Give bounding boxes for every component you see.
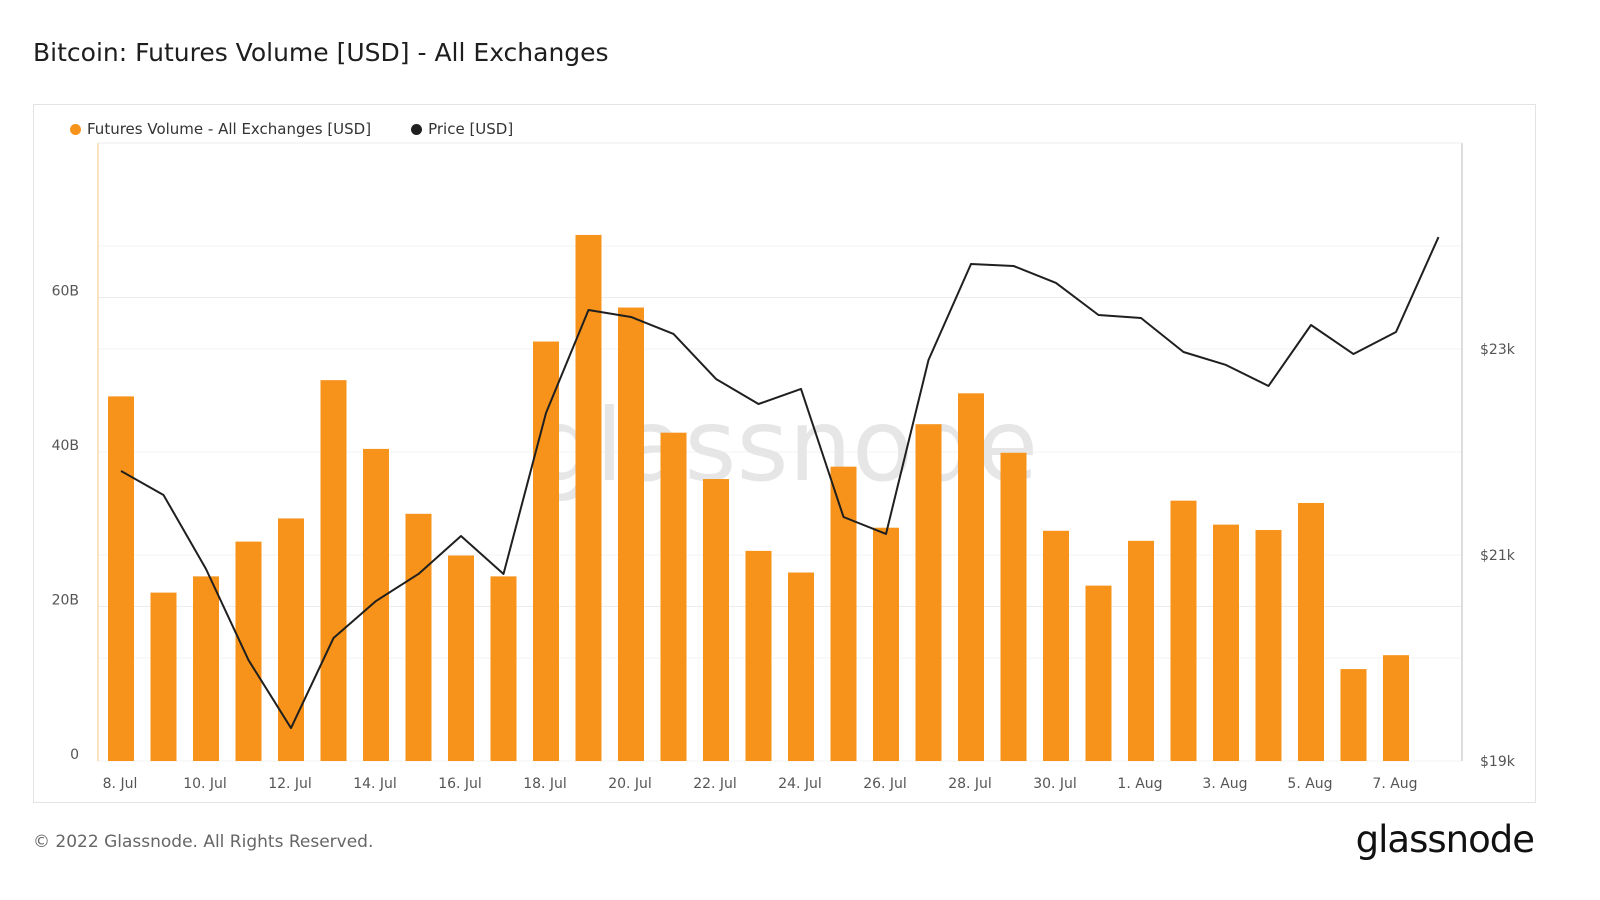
bar-12-jul bbox=[278, 518, 304, 761]
bar-10-jul bbox=[193, 576, 219, 761]
copyright: © 2022 Glassnode. All Rights Reserved. bbox=[33, 832, 374, 852]
bar-5-aug bbox=[1298, 502, 1324, 761]
x-tick-label: 26. Jul bbox=[863, 776, 907, 792]
bar-11-jul bbox=[235, 541, 262, 761]
legend: Futures Volume - All Exchanges [USD] Pri… bbox=[70, 120, 513, 138]
y-right-tick-label: $23k bbox=[1480, 342, 1516, 358]
x-tick-label: 3. Aug bbox=[1202, 776, 1247, 792]
x-tick-label: 8. Jul bbox=[103, 776, 138, 792]
x-tick-label: 28. Jul bbox=[948, 776, 992, 792]
bar-24-jul bbox=[788, 572, 814, 761]
x-tick-label: 30. Jul bbox=[1033, 776, 1077, 792]
bar-31-jul bbox=[1085, 585, 1112, 761]
bar-17-jul bbox=[490, 576, 517, 761]
x-tick-label: 14. Jul bbox=[353, 776, 397, 792]
bar-13-jul bbox=[320, 380, 347, 761]
legend-label: Futures Volume - All Exchanges [USD] bbox=[87, 120, 372, 138]
y-left-tick-label: 40B bbox=[52, 438, 79, 454]
x-tick-label: 7. Aug bbox=[1372, 776, 1417, 792]
x-tick-label: 24. Jul bbox=[778, 776, 822, 792]
y-right-tick-label: $19k bbox=[1480, 754, 1516, 770]
bar-16-jul bbox=[448, 555, 474, 761]
bar-28-jul bbox=[958, 393, 984, 761]
bar-7-aug bbox=[1383, 655, 1409, 761]
bar-27-jul bbox=[915, 424, 942, 761]
bar-18-jul bbox=[533, 341, 559, 761]
y-right-tick-label: $21k bbox=[1480, 548, 1516, 564]
chart-title: Bitcoin: Futures Volume [USD] - All Exch… bbox=[33, 38, 609, 67]
legend-item-volume[interactable]: Futures Volume - All Exchanges [USD] bbox=[70, 120, 371, 138]
watermark: glassnode bbox=[532, 387, 1038, 504]
legend-dot-icon bbox=[411, 123, 423, 135]
bar-29-jul bbox=[1000, 452, 1027, 761]
x-tick-label: 12. Jul bbox=[268, 776, 312, 792]
x-tick-label: 22. Jul bbox=[693, 776, 737, 792]
x-tick-label: 1. Aug bbox=[1117, 776, 1162, 792]
y-left-tick-label: 60B bbox=[52, 284, 79, 300]
x-tick-label: 20. Jul bbox=[608, 776, 652, 792]
bar-2-aug bbox=[1170, 500, 1197, 761]
x-tick-label: 16. Jul bbox=[438, 776, 482, 792]
x-tick-label: 18. Jul bbox=[523, 776, 567, 792]
bar-9-jul bbox=[150, 592, 177, 761]
bar-25-jul bbox=[830, 466, 857, 761]
bar-1-aug bbox=[1128, 540, 1154, 761]
bar-6-aug bbox=[1340, 669, 1367, 761]
bar-21-jul bbox=[660, 432, 687, 761]
bar-8-jul bbox=[108, 396, 134, 761]
x-tick-label: 10. Jul bbox=[183, 776, 227, 792]
x-tick-label: 5. Aug bbox=[1287, 776, 1332, 792]
y-left-tick-label: 0 bbox=[70, 747, 79, 763]
bar-20-jul bbox=[618, 307, 644, 761]
glassnode-logo: glassnode bbox=[1355, 818, 1535, 861]
y-left-tick-label: 20B bbox=[52, 593, 79, 609]
chart-frame bbox=[33, 104, 1536, 803]
bar-3-aug bbox=[1213, 524, 1239, 761]
legend-label: Price [USD] bbox=[428, 120, 514, 138]
bar-4-aug bbox=[1255, 530, 1282, 761]
bar-19-jul bbox=[575, 234, 602, 762]
bar-30-jul bbox=[1043, 530, 1069, 761]
bar-22-jul bbox=[703, 479, 729, 761]
bar-15-jul bbox=[405, 513, 432, 761]
legend-dot-icon bbox=[70, 123, 81, 135]
bar-26-jul bbox=[873, 527, 899, 761]
bar-14-jul bbox=[363, 448, 389, 761]
bar-23-jul bbox=[745, 550, 772, 761]
price-line bbox=[120, 236, 1440, 730]
legend-item-price[interactable]: Price [USD] bbox=[411, 120, 513, 138]
